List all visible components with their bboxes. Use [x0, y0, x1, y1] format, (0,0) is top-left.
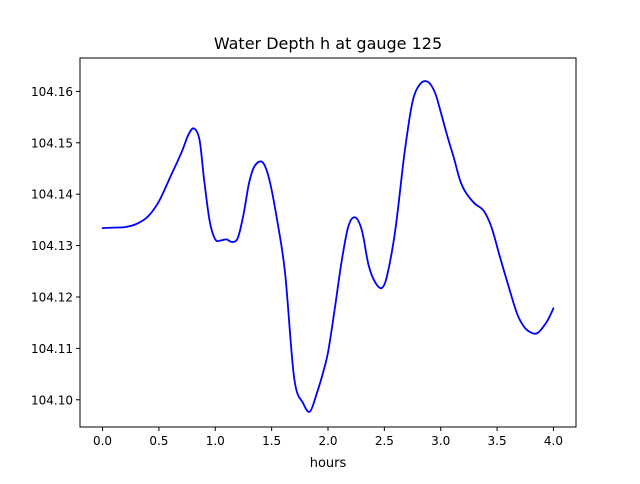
x-tick-label: 1.0 — [206, 434, 225, 448]
x-tick-label: 0.0 — [93, 434, 112, 448]
series-line-1 — [101, 80, 555, 413]
y-tick-label: 104.15 — [31, 136, 73, 150]
y-tick-label: 104.13 — [31, 239, 73, 253]
y-tick-label: 104.11 — [31, 342, 73, 356]
y-tick-label: 104.16 — [31, 85, 73, 99]
chart-title: Water Depth h at gauge 125 — [214, 34, 442, 53]
plot-area — [101, 80, 555, 413]
x-tick-label: 3.0 — [431, 434, 450, 448]
y-tick-label: 104.12 — [31, 290, 73, 304]
x-tick-label: 3.5 — [488, 434, 507, 448]
y-tick-label: 104.10 — [31, 393, 73, 407]
x-tick-label: 4.0 — [544, 434, 563, 448]
x-tick-label: 0.5 — [149, 434, 168, 448]
x-tick-label: 2.0 — [318, 434, 337, 448]
x-tick-label: 2.5 — [375, 434, 394, 448]
axes: 0.0 0.5 1.0 1.5 2.0 2.5 3.0 3.5 4.0 104.10 104.11 1… — [31, 57, 577, 448]
y-tick-label: 104.14 — [31, 188, 73, 202]
x-tick-label: 1.5 — [262, 434, 281, 448]
x-axis-label: hours — [310, 456, 347, 471]
